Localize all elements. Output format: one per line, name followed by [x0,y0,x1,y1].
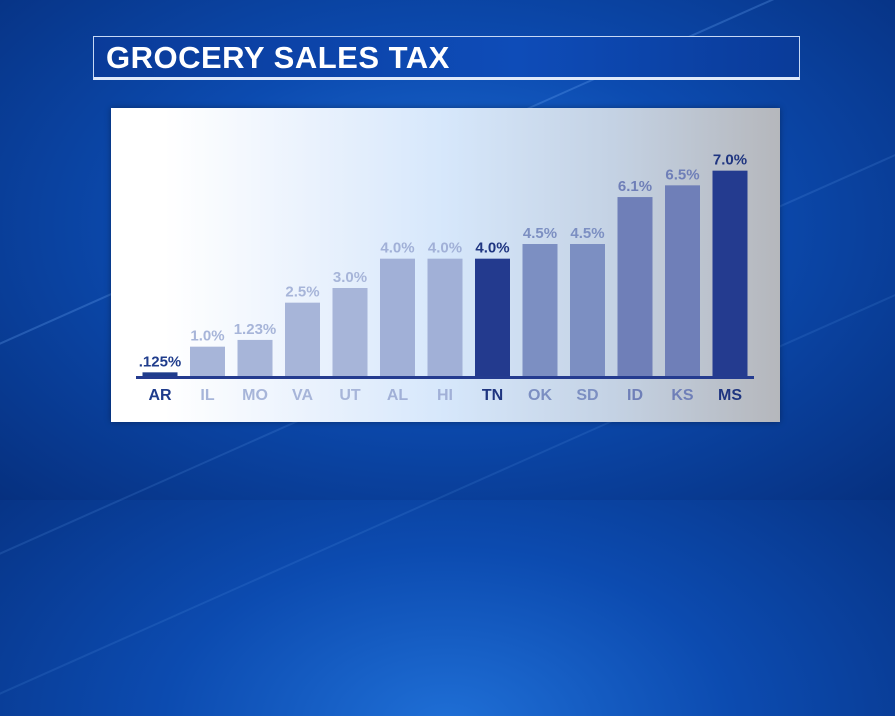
bar-va [285,302,320,376]
tick-label-tn: TN [482,387,503,404]
bar-chart: .125% AR 1.0% IL 1.23% MO 2.5% VA 3.0% UT 4.0% AL 4.… [136,152,754,404]
value-label-ks: 6.5% [665,166,699,183]
bar-tn [475,258,510,376]
tick-label-mo: MO [242,387,268,404]
value-label-va: 2.5% [285,284,319,301]
tick-label-va: VA [292,387,313,404]
tick-label-ut: UT [339,387,361,404]
bar-ms [712,170,748,376]
value-label-ok: 4.5% [523,225,557,242]
tick-label-id: ID [627,387,643,404]
chart-panel: .125% AR 1.0% IL 1.23% MO 2.5% VA 3.0% UT 4.0% AL 4.… [111,108,780,422]
value-label-tn: 4.0% [475,240,509,257]
value-label-il: 1.0% [190,328,224,345]
bar-ks [665,185,700,376]
bar-ut [332,288,368,376]
bar-ar [142,372,178,376]
value-label-id: 6.1% [618,178,652,195]
tick-label-al: AL [387,387,409,404]
bar-id [617,197,653,376]
value-label-ar: .125% [139,353,182,370]
bar-sd [570,244,605,376]
tick-label-sd: SD [576,387,598,404]
value-label-ms: 7.0% [713,152,747,169]
tick-label-ok: OK [528,387,552,404]
bar-hi [427,258,463,376]
chart-title: GROCERY SALES TAX [106,40,450,75]
value-label-sd: 4.5% [570,225,604,242]
value-label-ut: 3.0% [333,269,367,286]
value-label-mo: 1.23% [234,321,277,338]
bar-mo [237,339,273,376]
tick-label-ms: MS [718,387,742,404]
value-label-al: 4.0% [380,240,414,257]
bar-al [380,258,415,376]
bar-ok [522,244,558,376]
tick-label-ar: AR [148,387,172,404]
bar-il [190,346,225,376]
tick-label-hi: HI [437,387,453,404]
tick-label-ks: KS [671,387,694,404]
tick-label-il: IL [200,387,214,404]
title-bar: GROCERY SALES TAX [93,36,800,80]
value-label-hi: 4.0% [428,240,462,257]
